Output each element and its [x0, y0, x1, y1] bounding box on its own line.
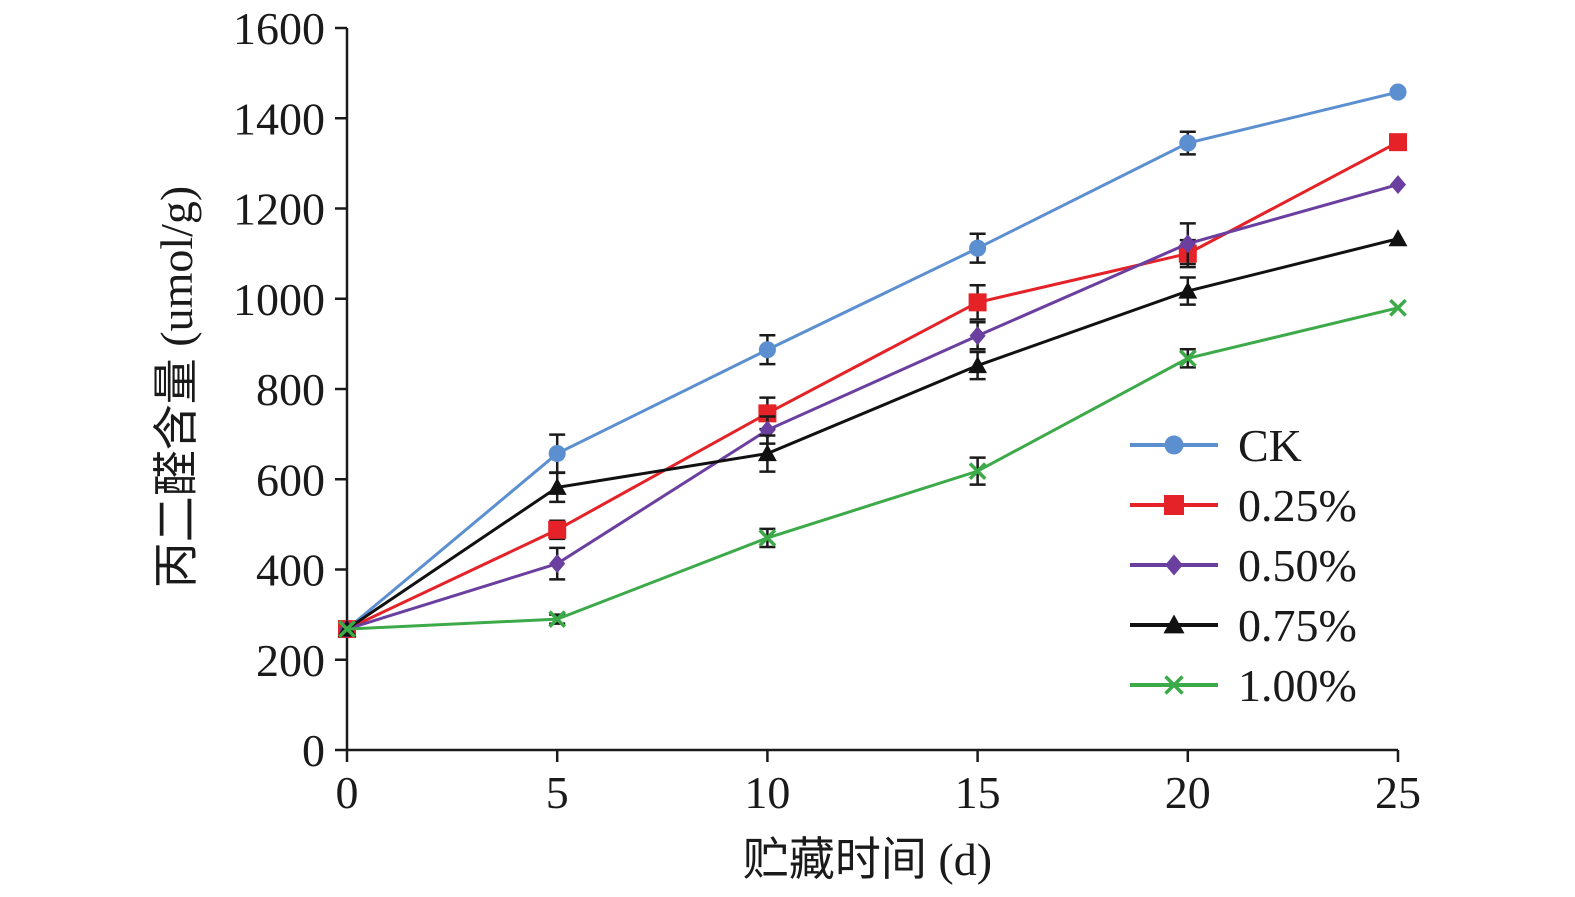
data-point	[758, 341, 776, 359]
data-point	[1388, 229, 1408, 247]
x-tick-label: 0	[336, 767, 359, 818]
series-line	[346, 237, 1399, 631]
data-point	[548, 444, 566, 463]
data-point	[548, 610, 567, 629]
marker-stroke	[1389, 298, 1407, 317]
data-point	[1178, 349, 1197, 368]
legend-marker	[1165, 554, 1183, 576]
y-tick-label: 800	[256, 364, 325, 415]
data-point	[1389, 133, 1407, 152]
axes: 0 200 400 600 800 1000 1200 1400 1600 0 5 10 15 20 25	[233, 3, 1421, 818]
legend-marker	[1164, 675, 1184, 695]
y-tick-label: 1200	[233, 184, 325, 235]
data-point	[968, 462, 987, 481]
data-point	[547, 477, 567, 495]
y-tick-label: 600	[256, 454, 325, 505]
data-point	[757, 444, 777, 462]
legend-item: 0.75%	[1130, 600, 1357, 651]
data-point	[1389, 175, 1407, 195]
legend-marker	[1163, 614, 1185, 634]
legend-label: CK	[1238, 420, 1302, 471]
legend-item: CK	[1130, 420, 1302, 471]
data-point	[1389, 83, 1407, 101]
error-bars	[549, 222, 1196, 581]
legend-item: 0.25%	[1130, 480, 1357, 531]
series-4	[337, 229, 1408, 637]
legend-item: 0.50%	[1130, 540, 1357, 591]
series-line	[346, 183, 1399, 631]
y-tick-label: 400	[256, 545, 325, 596]
data-point	[968, 293, 987, 312]
x-axis-title: 贮藏时间 (d)	[743, 834, 992, 885]
legend-item: 1.00%	[1130, 660, 1357, 711]
series-line	[346, 306, 1399, 631]
marker-stroke	[338, 620, 356, 638]
legend-label: 0.75%	[1238, 600, 1357, 651]
legend-marker	[1164, 495, 1184, 515]
y-tick-label: 0	[302, 725, 325, 776]
data-point	[1179, 134, 1197, 152]
marker-stroke	[1178, 349, 1197, 368]
error-bars	[549, 238, 1196, 541]
marker-stroke	[968, 462, 987, 481]
y-tick-label: 1400	[233, 93, 325, 144]
data-point	[969, 239, 987, 257]
error-bars	[549, 348, 1196, 625]
marker-stroke	[1164, 675, 1184, 695]
legend: CK 0.25% 0.50% 0.75% 1.00%	[1130, 420, 1357, 711]
legend-label: 0.50%	[1238, 540, 1357, 591]
y-tick-label: 1600	[233, 3, 325, 54]
data-point	[758, 529, 777, 547]
legend-label: 1.00%	[1238, 660, 1357, 711]
data-point	[338, 620, 356, 638]
legend-label: 0.25%	[1238, 480, 1357, 531]
legend-marker	[1164, 435, 1184, 455]
error-bars	[549, 276, 1196, 504]
series-line	[346, 90, 1399, 631]
data-point	[969, 326, 986, 346]
series-5	[338, 298, 1407, 638]
error-bars	[549, 130, 1196, 474]
x-tick-label: 25	[1375, 767, 1421, 818]
data-point	[968, 356, 988, 374]
series-3	[338, 175, 1407, 639]
x-tick-label: 10	[744, 767, 790, 818]
data-point	[1178, 281, 1198, 299]
x-tick-label: 20	[1165, 767, 1211, 818]
data-point	[1179, 234, 1196, 254]
y-tick-label: 200	[256, 635, 325, 686]
data-point	[1389, 298, 1407, 317]
y-tick-label: 1000	[233, 274, 325, 325]
marker-stroke	[758, 529, 777, 547]
marker-stroke	[548, 610, 567, 629]
data-point	[548, 520, 567, 539]
y-axis-title: 丙二醛含量 (umol/g)	[151, 186, 202, 588]
x-tick-label: 5	[546, 767, 569, 818]
data-point	[549, 554, 566, 574]
data-point	[758, 404, 777, 423]
series-layer	[337, 83, 1408, 639]
x-tick-label: 15	[955, 767, 1001, 818]
